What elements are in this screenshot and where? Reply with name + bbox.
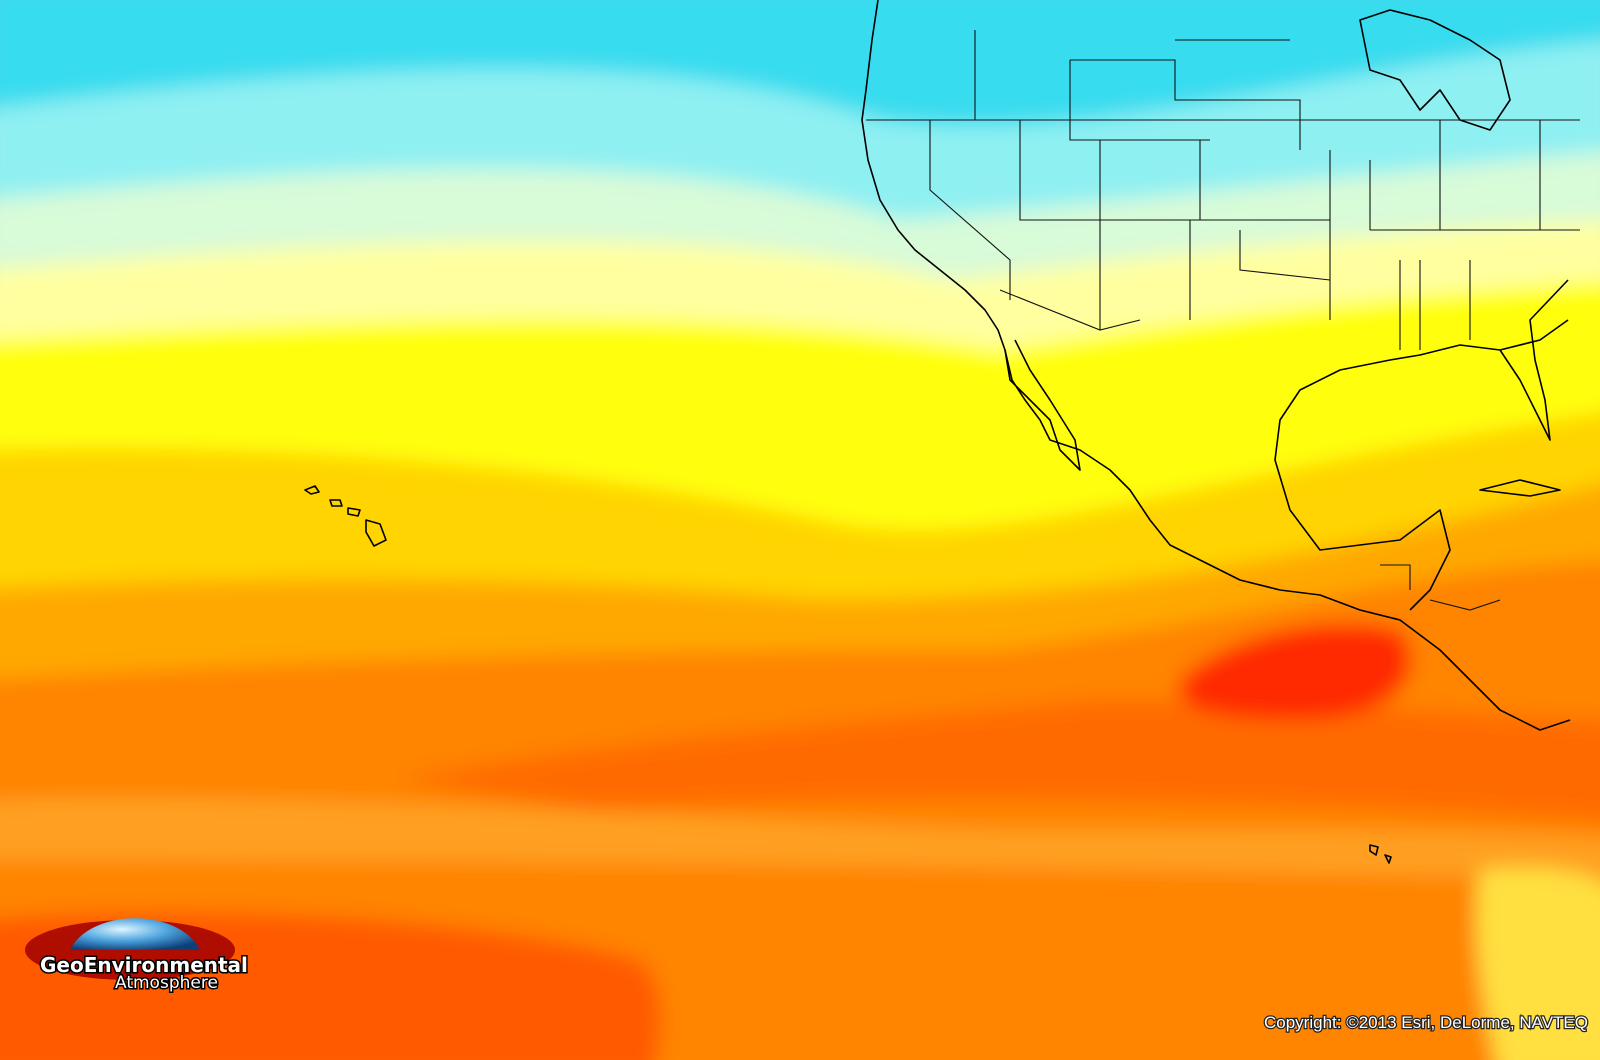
attribution: Copyright: ©2013 Esri, DeLorme, NAVTEQ (1264, 1013, 1588, 1032)
logo-subtitle: Atmosphere (115, 973, 218, 993)
state-borders (866, 30, 1580, 611)
great-lakes (1359, 9, 1511, 131)
band-deep-orange (400, 700, 1600, 819)
florida (1499, 279, 1569, 441)
logo-name: GeoEnvironmental (40, 953, 248, 977)
logo: GeoEnvironmental Atmosphere (25, 918, 249, 995)
warm-core (1178, 623, 1412, 720)
coastlines (304, 0, 1571, 864)
gulf-coast (1274, 319, 1569, 611)
islands (1369, 479, 1561, 864)
band-light-strip (0, 798, 1600, 880)
west-coast (861, 0, 1571, 731)
logo-globe (70, 918, 200, 950)
band-southeast (1476, 867, 1600, 1060)
hawaii (304, 485, 387, 547)
baja (1004, 339, 1081, 471)
